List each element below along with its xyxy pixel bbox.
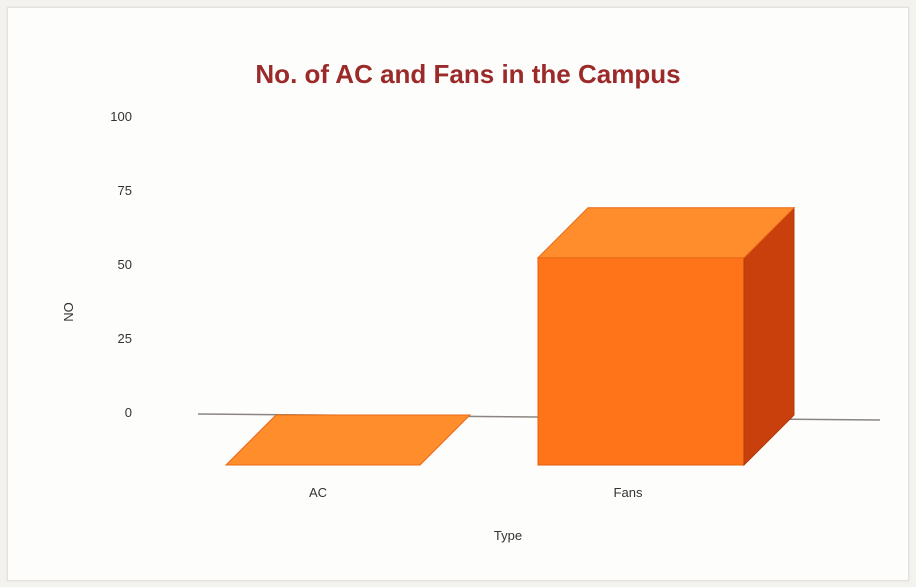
y-tick-label: 0 <box>125 405 132 420</box>
bar-fans <box>536 206 796 467</box>
bar-top-face <box>224 414 472 466</box>
y-tick-label: 50 <box>118 257 132 272</box>
bars <box>224 206 796 467</box>
x-tick-label: Fans <box>614 485 643 500</box>
x-tick-label: AC <box>309 485 327 500</box>
y-tick-label: 100 <box>110 109 132 124</box>
chart-title: No. of AC and Fans in the Campus <box>255 59 680 89</box>
y-axis-label: NO <box>61 302 76 322</box>
bar-front-face <box>537 257 745 466</box>
y-tick-label: 75 <box>118 183 132 198</box>
bar-top-face <box>536 207 796 259</box>
y-axis-ticks: 0 25 50 75 100 <box>110 109 132 420</box>
x-axis-label: Type <box>494 528 522 543</box>
bar-ac <box>224 414 472 466</box>
x-axis-ticks: AC Fans <box>309 485 643 500</box>
y-tick-label: 25 <box>118 331 132 346</box>
